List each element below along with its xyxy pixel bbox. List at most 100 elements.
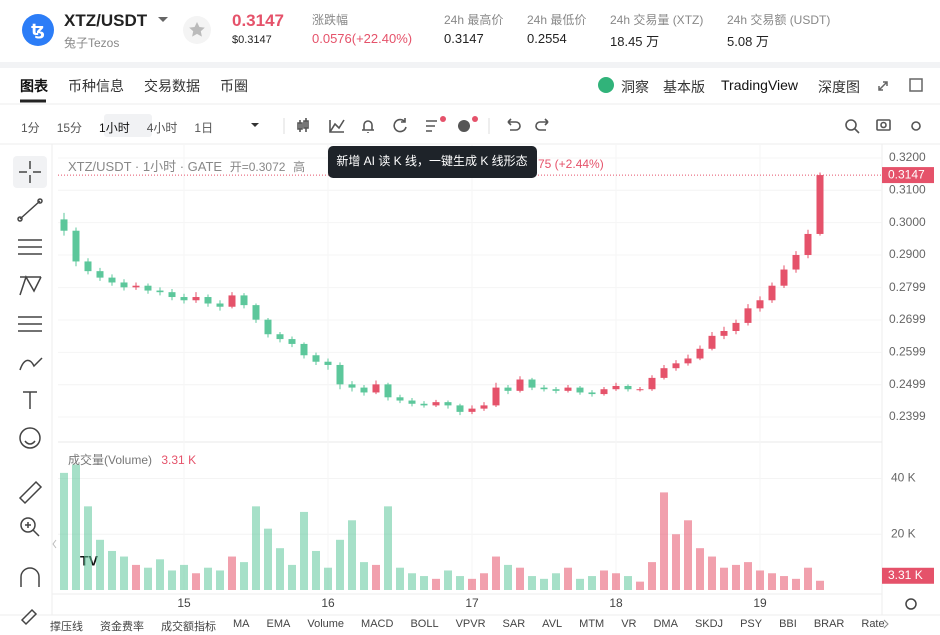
- y-tick-label: 0.2799: [889, 280, 926, 294]
- add-indicator[interactable]: [458, 120, 470, 132]
- candle-body: [564, 387, 572, 391]
- volume-bar: [312, 550, 320, 590]
- view-option[interactable]: 深度图: [818, 79, 860, 95]
- view-icons[interactable]: [878, 78, 923, 92]
- candle-body: [336, 364, 344, 385]
- dropdown[interactable]: [251, 123, 259, 127]
- legend-title: XTZ/USDT · 1小时 · GATE: [68, 159, 223, 174]
- candle-body: [624, 385, 632, 390]
- settings[interactable]: [905, 598, 917, 610]
- y-tick-label: 0.2399: [889, 409, 926, 423]
- candle-body: [708, 335, 716, 349]
- change: 0.0576(+22.40%): [312, 31, 413, 46]
- volume-bar: [360, 562, 368, 590]
- y-tick-label: 0.2499: [889, 377, 926, 391]
- x-tick-label: 17: [465, 596, 479, 610]
- volume-bar: [156, 559, 164, 590]
- view-option[interactable]: TradingView: [721, 77, 799, 93]
- indicator[interactable]: SKDJ: [694, 618, 724, 630]
- candle-body: [96, 271, 104, 278]
- volume-bar: [288, 564, 296, 590]
- indicator[interactable]: 成交额指标: [161, 621, 216, 633]
- indicator[interactable]: AVL: [542, 618, 563, 630]
- indicator[interactable]: Volume: [307, 618, 345, 630]
- indicator[interactable]: MA: [233, 618, 250, 630]
- indicator[interactable]: Rate: [861, 618, 885, 630]
- indicator[interactable]: VR: [621, 618, 637, 630]
- tab[interactable]: 交易数据: [144, 78, 200, 94]
- volume-bar: [192, 573, 200, 590]
- candle-body: [744, 308, 752, 323]
- volume-bar: [84, 506, 92, 590]
- interval[interactable]: 4小时: [146, 121, 178, 135]
- candle-body: [180, 297, 188, 301]
- candle-body: [540, 387, 548, 390]
- candle-body: [612, 385, 620, 390]
- interval[interactable]: 1分: [21, 121, 40, 135]
- price: 0.3147: [232, 11, 284, 30]
- volume-bar: [132, 564, 140, 590]
- drawing-tools[interactable]: [13, 156, 47, 626]
- stat-value: 5.08 万: [727, 34, 769, 49]
- volume-bar: [240, 562, 248, 590]
- view-option[interactable]: 洞察: [621, 79, 649, 95]
- volume-bar: [468, 578, 476, 590]
- candle-body: [60, 219, 68, 231]
- tabs: 图表 币种信息 交易数据 币圈: [20, 76, 268, 96]
- coin-name: 兔子Tezos: [64, 36, 120, 50]
- volume-bar: [504, 564, 512, 590]
- scroll[interactable]: [883, 619, 889, 629]
- candle-body: [468, 408, 476, 412]
- tab[interactable]: 币圈: [220, 78, 248, 94]
- y-tick-label: 0.2699: [889, 312, 926, 326]
- price-usd: $0.3147: [232, 34, 272, 46]
- volume-bar: [444, 570, 452, 590]
- x-tick-label: 18: [609, 596, 623, 610]
- indicator[interactable]: VPVR: [455, 618, 486, 630]
- indicator[interactable]: EMA: [266, 618, 291, 630]
- volume-bar: [576, 578, 584, 590]
- candle-body: [108, 277, 116, 283]
- volume-bar: [252, 506, 260, 590]
- volume-tick-label: 40 K: [891, 471, 916, 485]
- indicator[interactable]: MTM: [579, 618, 605, 630]
- intervals: 1分 15分 1小时 4小时 1日: [21, 119, 230, 137]
- view-option[interactable]: 基本版: [663, 79, 705, 95]
- dropdown[interactable]: [158, 17, 168, 22]
- tab[interactable]: 币种信息: [68, 78, 124, 94]
- volume-bar: [612, 573, 620, 590]
- volume-bar: [792, 578, 800, 590]
- volume-bar: [732, 564, 740, 590]
- interval[interactable]: 1小时: [99, 121, 130, 135]
- candle-body: [636, 389, 644, 391]
- indicator[interactable]: BRAR: [813, 618, 845, 630]
- x-tick-label: 16: [321, 596, 335, 610]
- interval[interactable]: 15分: [56, 121, 83, 135]
- tab[interactable]: 图表: [20, 78, 48, 94]
- indicator[interactable]: SAR: [502, 618, 526, 630]
- indicator[interactable]: 撑压线: [50, 621, 83, 633]
- toolbar-icons[interactable]: [297, 118, 921, 134]
- volume-bar: [396, 567, 404, 590]
- volume-bar: [816, 580, 824, 590]
- volume-bar: [600, 570, 608, 590]
- volume-bar: [168, 570, 176, 590]
- candle-body: [672, 363, 680, 369]
- interval[interactable]: 1日: [194, 121, 214, 135]
- candle-body: [396, 397, 404, 401]
- indicator[interactable]: BBI: [779, 618, 797, 630]
- indicator[interactable]: PSY: [740, 618, 763, 630]
- stat-value: 0.3147: [444, 31, 484, 46]
- volume-bar: [720, 567, 728, 590]
- candle-body: [516, 379, 524, 391]
- coin-icon: [22, 14, 54, 46]
- indicator[interactable]: DMA: [653, 618, 678, 630]
- y-tick-label: 0.2900: [889, 247, 926, 261]
- indicator[interactable]: BOLL: [410, 618, 439, 630]
- candle-body: [348, 384, 356, 388]
- candle-body: [780, 269, 788, 286]
- collapse[interactable]: [52, 539, 57, 549]
- indicator[interactable]: MACD: [361, 618, 394, 630]
- indicator[interactable]: 资金费率: [100, 621, 144, 633]
